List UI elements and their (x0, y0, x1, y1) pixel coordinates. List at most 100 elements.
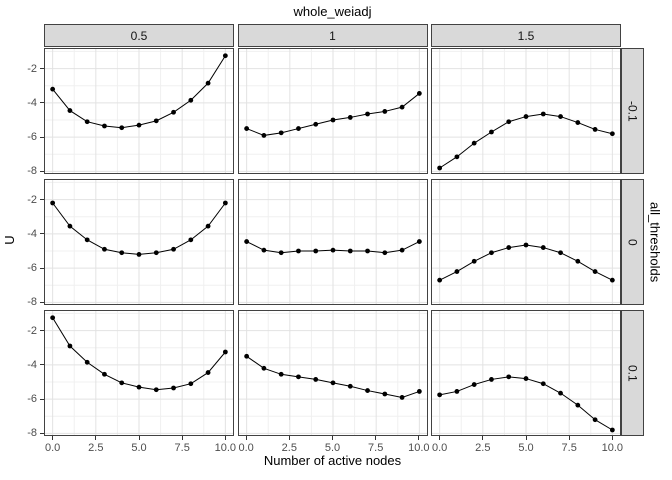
right-facet-title: all_thresholds (647, 201, 663, 283)
data-point (381, 391, 387, 397)
data-point (243, 353, 249, 359)
x-tick-mark (482, 436, 484, 440)
data-point (506, 374, 512, 380)
data-point (102, 123, 107, 129)
x-tick-label: 10.0 (408, 442, 430, 454)
data-point (222, 200, 228, 206)
x-tick-label: 2.5 (475, 442, 491, 454)
data-point (222, 53, 228, 59)
column-strip-label: 1.5 (517, 28, 535, 43)
data-point (575, 120, 581, 125)
x-tick-mark (181, 436, 183, 440)
x-tick-label: 7.5 (368, 442, 384, 454)
data-point (330, 117, 335, 123)
facet-panel-r0-c0.5 (44, 179, 234, 305)
data-point (188, 97, 194, 103)
y-tick-mark (40, 330, 44, 332)
x-tick-mark (418, 436, 420, 440)
y-tick-mark (40, 170, 44, 172)
x-tick-mark (245, 436, 247, 440)
data-point (171, 246, 176, 252)
y-tick-label: -6 (27, 262, 37, 275)
data-point (312, 248, 318, 254)
data-point (454, 389, 460, 394)
data-point (523, 242, 529, 248)
data-point (50, 200, 56, 206)
data-point (381, 250, 387, 256)
x-tick-mark (439, 436, 441, 440)
data-point (295, 248, 301, 254)
x-tick-label: 5.0 (324, 442, 341, 454)
x-tick-mark (332, 436, 333, 440)
data-point (347, 248, 353, 254)
y-tick-label: -4 (27, 227, 37, 240)
data-point (416, 239, 422, 244)
data-point (575, 402, 581, 408)
data-point (278, 130, 284, 136)
row-strip-0.1: 0.1 (621, 310, 644, 436)
y-tick-label: -2 (27, 62, 37, 75)
data-point (347, 383, 353, 389)
data-point (102, 246, 107, 252)
data-point (153, 118, 159, 124)
y-tick-mark (40, 398, 44, 400)
data-point (278, 371, 284, 377)
data-point (261, 365, 266, 371)
data-point (312, 121, 318, 127)
y-tick-mark (40, 68, 44, 70)
data-point (312, 377, 318, 382)
y-tick-label: -8 (27, 165, 37, 178)
y-tick-label: -2 (27, 193, 37, 206)
x-tick-label: 0.0 (44, 442, 61, 454)
column-strip-1: 1 (237, 24, 428, 47)
y-tick-label: -6 (27, 131, 37, 144)
data-point (171, 385, 176, 391)
data-point (171, 109, 176, 115)
x-tick-label: 0.0 (431, 442, 448, 454)
data-point (330, 380, 335, 386)
column-strip-1.5: 1.5 (431, 24, 621, 47)
data-point (523, 376, 529, 381)
data-point (243, 239, 249, 244)
column-strip-0.5: 0.5 (44, 24, 234, 47)
y-tick-mark (40, 102, 44, 104)
data-point (575, 258, 581, 264)
column-strip-label: 1 (329, 28, 336, 43)
data-point (364, 388, 370, 393)
y-tick-mark (40, 364, 44, 366)
data-point (609, 131, 615, 137)
data-point (330, 247, 335, 253)
data-point (67, 223, 73, 229)
data-point (416, 389, 422, 394)
facet-panel-r-0.1-c1.5 (431, 48, 621, 174)
y-tick-mark (40, 233, 44, 235)
data-point (188, 237, 194, 243)
data-point (278, 250, 284, 256)
x-tick-mark (611, 436, 613, 440)
x-tick-mark (95, 436, 97, 440)
data-point (506, 245, 512, 250)
data-point (558, 390, 563, 396)
facet-panel-r0.1-c1.5 (431, 310, 621, 436)
x-tick-label: 7.5 (174, 442, 190, 454)
data-point (295, 126, 301, 131)
top-facet-title: whole_weiadj (293, 4, 372, 19)
y-tick-label: -4 (27, 96, 37, 109)
y-tick-mark (40, 267, 44, 269)
data-point (205, 80, 211, 86)
x-tick-label: 10.0 (214, 442, 237, 454)
data-point (102, 371, 107, 377)
data-point (609, 277, 615, 283)
y-tick-mark (40, 301, 44, 303)
panel-plot (431, 48, 621, 174)
y-tick-label: -4 (27, 358, 37, 371)
data-point (205, 223, 211, 229)
panel-plot (44, 310, 234, 436)
data-point (437, 277, 443, 283)
panel-plot (237, 310, 428, 436)
data-point (261, 247, 266, 253)
facet-panel-r-0.1-c0.5 (44, 48, 234, 174)
y-tick-mark (40, 199, 44, 201)
data-point (592, 417, 598, 423)
